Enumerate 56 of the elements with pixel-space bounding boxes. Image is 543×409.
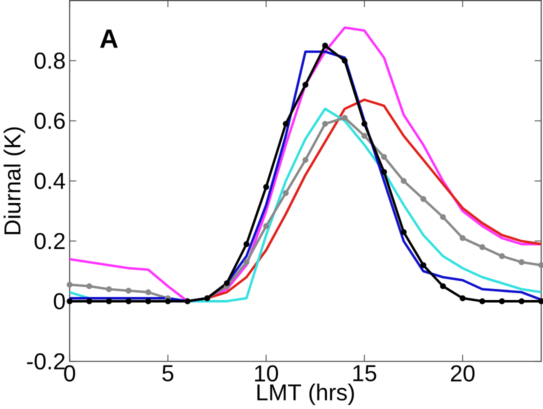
point <box>86 298 92 304</box>
point <box>224 280 230 286</box>
point <box>460 295 466 302</box>
point <box>361 133 368 139</box>
point <box>460 235 466 242</box>
point <box>263 223 270 230</box>
annotation: A <box>100 30 118 48</box>
point <box>342 58 348 64</box>
point <box>244 259 250 266</box>
point <box>498 298 505 304</box>
y-tick-label: 0 <box>54 293 65 310</box>
point <box>322 121 328 127</box>
point <box>322 42 328 49</box>
point <box>498 253 505 260</box>
point <box>302 82 308 88</box>
y-tick-label: 0.6 <box>34 112 65 130</box>
point <box>420 196 426 202</box>
point <box>126 298 132 304</box>
point <box>381 154 388 160</box>
point <box>282 190 289 196</box>
x-tick-label: 20 <box>450 365 475 382</box>
y-tick-label: -0.2 <box>27 353 65 370</box>
point <box>400 229 407 236</box>
point <box>164 298 171 304</box>
point <box>302 157 308 164</box>
point <box>381 169 388 176</box>
point <box>263 184 270 190</box>
point <box>518 298 525 304</box>
point <box>86 283 92 290</box>
x-axis-title: LMT (hrs) <box>257 384 354 406</box>
point <box>282 121 289 127</box>
point <box>400 178 407 184</box>
point <box>244 241 250 248</box>
y-tick-label: 0.4 <box>34 172 66 190</box>
x-tick-label: 0 <box>64 365 76 382</box>
x-tick-label: 5 <box>162 365 174 382</box>
point <box>420 262 426 268</box>
point <box>518 259 525 266</box>
point <box>106 286 112 292</box>
point <box>126 288 132 294</box>
y-tick-label: 0.8 <box>34 52 65 69</box>
point <box>361 121 368 127</box>
point <box>145 298 152 304</box>
point <box>479 298 486 304</box>
y-tick-label: 0.2 <box>34 233 65 250</box>
point <box>479 244 486 250</box>
x-tick-label: 15 <box>353 365 376 382</box>
point <box>145 289 152 296</box>
y-axis-title: Diurnal (K) <box>4 128 26 234</box>
point <box>106 298 112 304</box>
point <box>66 298 73 304</box>
point <box>66 282 73 288</box>
point <box>440 214 446 220</box>
point <box>342 114 348 121</box>
point <box>440 283 446 290</box>
x-tick-label: 10 <box>255 365 278 382</box>
